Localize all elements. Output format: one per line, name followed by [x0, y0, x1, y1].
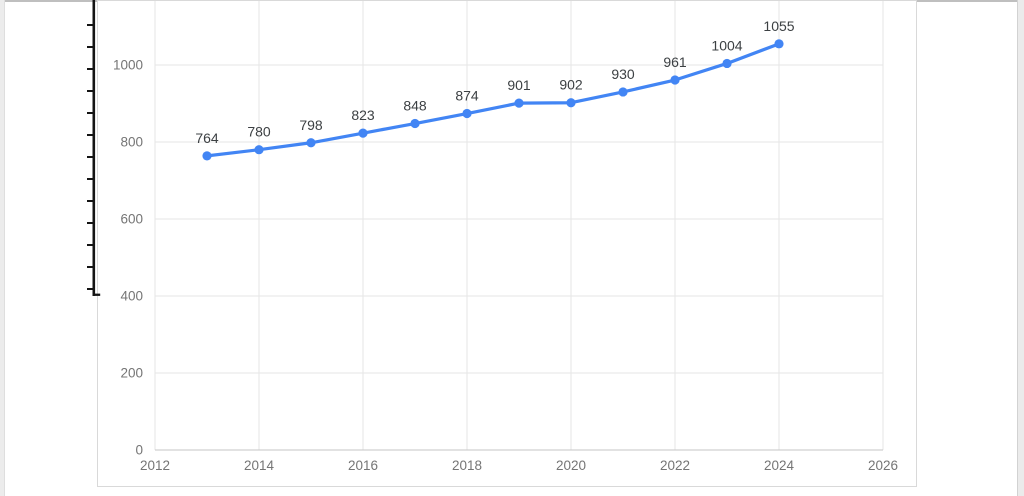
- data-point-label: 902: [559, 77, 583, 93]
- data-point-label: 874: [455, 88, 479, 104]
- data-point[interactable]: [358, 128, 368, 138]
- data-point[interactable]: [514, 98, 524, 108]
- data-point-label: 798: [299, 117, 323, 133]
- data-point-label: 780: [247, 124, 271, 140]
- data-point[interactable]: [410, 118, 420, 129]
- x-axis-tick-label: 2012: [140, 458, 170, 473]
- data-point[interactable]: [254, 145, 264, 155]
- y-axis-tick-label: 1000: [113, 58, 143, 73]
- data-point-label: 764: [195, 130, 219, 146]
- data-point[interactable]: [566, 98, 576, 108]
- data-point-label: 961: [663, 54, 687, 70]
- y-axis-tick-label: 200: [120, 366, 143, 381]
- data-point[interactable]: [670, 75, 680, 85]
- data-point[interactable]: [722, 58, 732, 69]
- data-point[interactable]: [462, 108, 472, 119]
- left-edge-strip: [0, 0, 5, 496]
- x-axis-tick-label: 2024: [764, 458, 795, 473]
- y-axis-tick-label: 800: [120, 135, 143, 150]
- data-point[interactable]: [202, 151, 212, 161]
- y-axis-tick-label: 400: [120, 289, 143, 304]
- data-point-label: 1055: [763, 18, 794, 34]
- data-point-label: 930: [611, 66, 635, 82]
- right-edge-strip[interactable]: [1017, 0, 1024, 496]
- data-point[interactable]: [774, 39, 784, 49]
- series-line: [205, 42, 781, 158]
- y-axis-tick-label: 600: [120, 212, 143, 227]
- x-axis-tick-label: 2014: [244, 458, 275, 473]
- data-point-label: 848: [403, 98, 427, 114]
- data-point-label: 1004: [711, 37, 742, 53]
- data-point[interactable]: [306, 138, 316, 148]
- x-axis-tick-label: 2022: [660, 458, 690, 473]
- x-axis-tick-label: 2026: [868, 458, 898, 473]
- x-axis-tick-label: 2018: [452, 458, 482, 473]
- x-axis-tick-label: 2016: [348, 458, 378, 473]
- data-point-label: 823: [351, 107, 375, 123]
- chart-card[interactable]: 2012 2014 2016 2018 2020 2022 2024 2026 0 200 400 6…: [97, 0, 917, 487]
- data-point[interactable]: [618, 87, 628, 97]
- data-point-label: 901: [507, 77, 531, 93]
- line-chart: 2012 2014 2016 2018 2020 2022 2024 2026 0 200 400 6…: [113, 1, 898, 473]
- x-axis-tick-label: 2020: [556, 458, 586, 473]
- y-axis-tick-label: 0: [135, 443, 143, 458]
